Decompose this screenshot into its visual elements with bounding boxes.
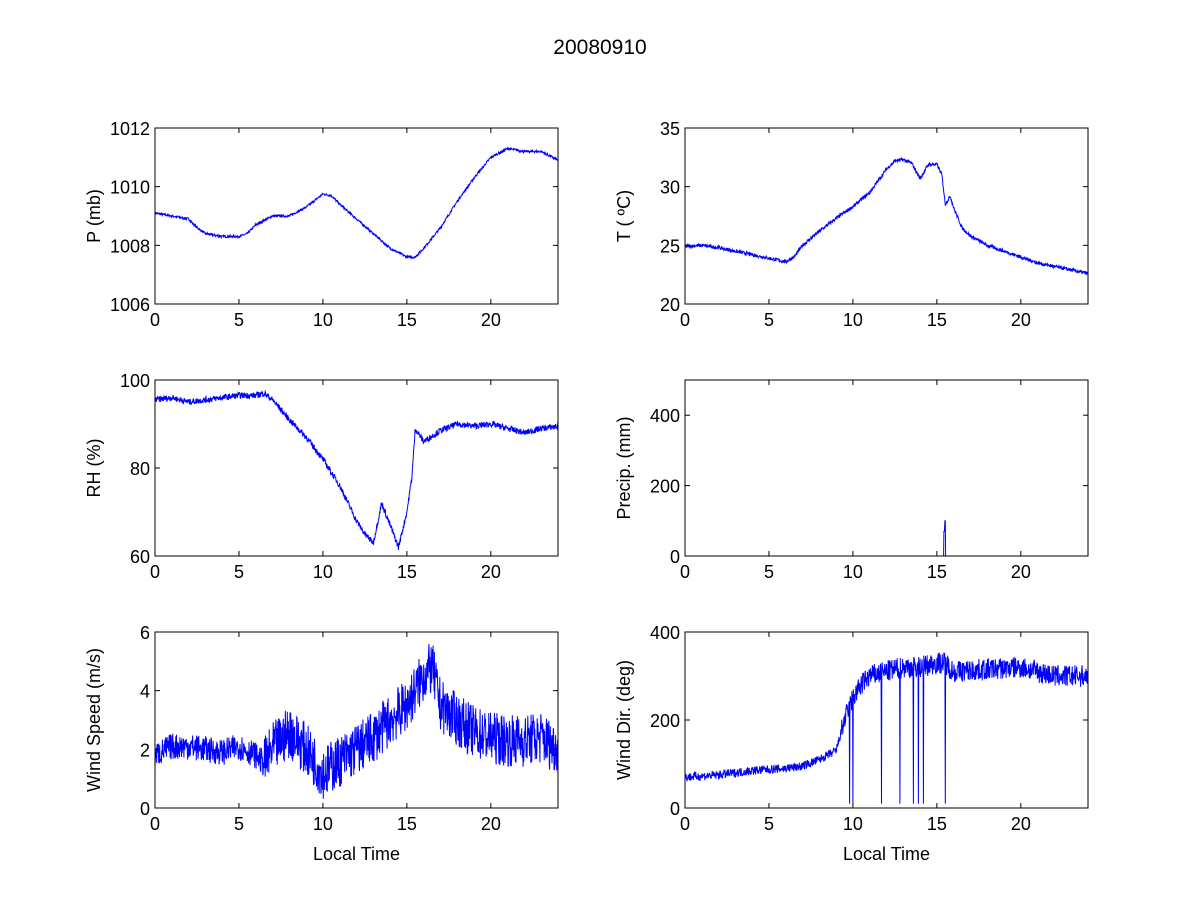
wind_dir-series-line [684,652,1089,804]
x-tick-label: 15 [397,562,417,582]
x-tick-label: 20 [1011,814,1031,834]
y-tick-label: 0 [140,799,150,819]
x-tick-label: 5 [234,310,244,330]
x-tick-label: 5 [234,562,244,582]
wind_speed-ylabel: Wind Speed (m/s) [84,648,104,792]
x-tick-label: 15 [927,814,947,834]
x-tick-label: 5 [764,814,774,834]
x-tick-label: 15 [397,814,417,834]
y-tick-label: 400 [650,406,680,426]
y-tick-label: 1008 [110,236,150,256]
x-tick-label: 0 [150,814,160,834]
rh-ylabel: RH (%) [84,439,104,498]
x-tick-label: 20 [481,562,501,582]
x-tick-label: 15 [927,310,947,330]
y-tick-label: 60 [130,547,150,567]
rh-axes-box [154,379,559,557]
y-tick-label: 4 [140,682,150,702]
y-tick-label: 1012 [110,119,150,139]
figure-title: 20080910 [553,36,646,59]
y-tick-label: 100 [120,371,150,391]
x-tick-label: 0 [680,310,690,330]
x-tick-label: 0 [680,562,690,582]
x-tick-label: 20 [1011,562,1031,582]
panel-rh: 0 5 10 15 20 60 80 100 RH (%) [84,371,559,582]
pressure-ylabel: P (mb) [84,189,104,243]
wind_speed-axes-box [154,631,559,809]
panel-wind_speed: 0 5 10 15 20 0 2 4 6 Wind Speed (m/s) Local Time [84,623,559,864]
y-tick-label: 35 [660,119,680,139]
y-tick-label: 200 [650,711,680,731]
x-tick-label: 10 [313,310,333,330]
y-tick-label: 25 [660,236,680,256]
wind_dir-ylabel: Wind Dir. (deg) [614,660,634,780]
x-tick-label: 15 [927,562,947,582]
x-tick-label: 20 [481,310,501,330]
wind_speed-series-line [154,643,559,799]
wind_dir-axes-box [684,631,1089,809]
pressure-axes-box [154,127,559,305]
precip-series-line [685,520,1088,557]
x-tick-label: 15 [397,310,417,330]
x-tick-label: 20 [481,814,501,834]
pressure-series-line [154,146,559,260]
temperature-series-line [684,157,1089,275]
x-tick-label: 10 [313,562,333,582]
x-tick-label: 10 [843,310,863,330]
temperature-axes-box [684,127,1089,305]
y-tick-label: 1010 [110,178,150,198]
panel-pressure: 0 5 10 15 20 1006 1008 1010 1012 P (mb) [84,119,559,330]
panel-temperature: 0 5 10 15 20 20 25 30 35 T ( ºC) [614,119,1089,330]
y-tick-label: 20 [660,295,680,315]
wind_dir-xlabel: Local Time [843,844,930,864]
y-tick-label: 0 [670,547,680,567]
y-tick-label: 200 [650,477,680,497]
y-tick-label: 2 [140,740,150,760]
y-tick-label: 400 [650,623,680,643]
wind_speed-xlabel: Local Time [313,844,400,864]
x-tick-label: 0 [150,310,160,330]
x-tick-label: 10 [843,814,863,834]
x-tick-label: 5 [764,310,774,330]
rh-series-line [154,389,559,551]
y-tick-label: 0 [670,799,680,819]
temperature-ylabel: T ( ºC) [614,190,634,242]
y-tick-label: 6 [140,623,150,643]
x-tick-label: 0 [150,562,160,582]
x-tick-label: 20 [1011,310,1031,330]
x-tick-label: 10 [843,562,863,582]
y-tick-label: 1006 [110,295,150,315]
x-tick-label: 0 [680,814,690,834]
x-tick-label: 10 [313,814,333,834]
x-tick-label: 5 [234,814,244,834]
precip-ylabel: Precip. (mm) [614,417,634,520]
x-tick-label: 5 [764,562,774,582]
y-tick-label: 80 [130,459,150,479]
precip-axes-box [684,379,1089,557]
y-tick-label: 30 [660,178,680,198]
